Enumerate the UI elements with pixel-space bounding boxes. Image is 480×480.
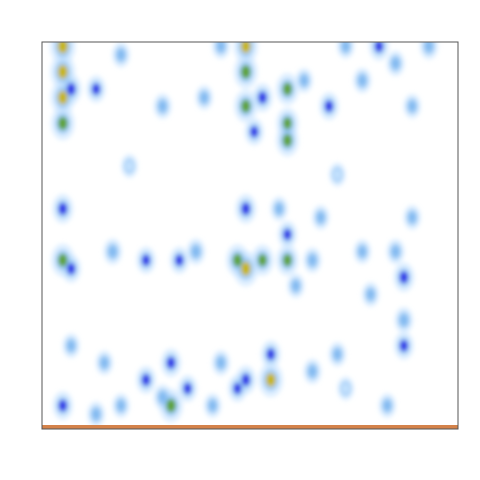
- heatmap-cell: [67, 263, 75, 275]
- heatmap-cell: [400, 315, 408, 326]
- heatmap-cell: [241, 374, 250, 386]
- heatmap-cell: [67, 83, 76, 95]
- heatmap-cell: [117, 49, 125, 60]
- heatmap-cell: [425, 42, 433, 52]
- heatmap-cell: [334, 169, 341, 180]
- heatmap-cell: [58, 116, 68, 130]
- heatmap-cell: [292, 281, 300, 291]
- heatmap-cell: [92, 409, 100, 420]
- heatmap-cell: [67, 340, 75, 351]
- heatmap-cell: [209, 400, 217, 411]
- heatmap-cell: [399, 271, 408, 284]
- heatmap-cell: [58, 253, 68, 267]
- baseline-strip: [42, 425, 458, 429]
- heatmap-cell: [282, 82, 292, 96]
- heatmap-cell: [192, 246, 200, 257]
- heatmap-cell: [383, 400, 391, 411]
- heatmap-cell: [167, 357, 175, 369]
- heatmap-cell: [367, 289, 374, 300]
- heatmap-cell: [142, 254, 150, 266]
- heatmap-cell: [392, 58, 400, 69]
- heatmap-cell: [58, 90, 68, 105]
- heatmap-cell: [250, 126, 258, 138]
- heatmap-cell: [308, 366, 316, 377]
- heatmap-cell: [358, 246, 366, 257]
- heatmap-cell: [392, 246, 400, 257]
- heatmap-cell: [57, 65, 68, 79]
- heatmap-cells: [49, 42, 439, 427]
- heatmap-cell: [217, 357, 225, 368]
- heatmap-cell: [342, 42, 350, 52]
- heatmap-cell: [283, 117, 292, 130]
- heatmap-cell: [57, 42, 68, 54]
- heatmap-cell: [325, 100, 333, 112]
- plot-frame: [41, 41, 459, 430]
- heatmap-cell: [92, 83, 100, 95]
- heatmap-cell: [241, 203, 250, 215]
- heatmap-cell: [334, 349, 341, 360]
- heatmap-cell: [175, 254, 184, 266]
- heatmap-cell: [233, 383, 242, 394]
- heatmap-cell: [240, 261, 251, 276]
- heatmap-cell: [159, 101, 167, 112]
- heatmap-cell: [317, 212, 325, 223]
- heatmap-cell: [375, 42, 383, 52]
- heatmap-cell: [241, 42, 251, 53]
- heatmap-cell: [258, 92, 267, 104]
- heatmap-cell: [109, 246, 117, 257]
- heatmap-cell: [408, 101, 416, 111]
- heatmap-cell: [266, 348, 275, 360]
- heatmap-cell: [142, 374, 150, 386]
- heatmap-cell: [266, 373, 276, 387]
- heatmap-cell: [400, 340, 408, 352]
- heatmap-cell: [58, 203, 67, 215]
- heatmap-cell: [408, 212, 416, 223]
- heatmap-cell: [159, 392, 167, 403]
- heatmap-cell: [233, 253, 242, 267]
- heatmap-cell: [275, 204, 283, 214]
- heatmap-cell: [58, 400, 67, 412]
- heatmap-cell: [258, 254, 267, 267]
- heatmap-cell: [342, 383, 350, 394]
- heatmap-cell: [358, 75, 366, 86]
- heatmap-cell: [241, 65, 251, 79]
- heatmap-cell: [117, 400, 125, 411]
- heatmap-cell: [101, 358, 108, 368]
- heatmap-cell: [126, 161, 133, 171]
- heatmap-cell: [308, 255, 316, 266]
- heatmap-cell: [166, 399, 176, 413]
- heatmap-cell: [200, 92, 208, 103]
- heatmap-cell: [183, 383, 192, 394]
- heatmap-cell: [241, 99, 251, 113]
- heatmap-cell: [283, 254, 292, 267]
- heatmap-cell: [282, 134, 292, 147]
- heatmap-cell: [300, 75, 308, 86]
- heatmap-cell: [283, 229, 292, 240]
- heatmap-cell: [217, 42, 225, 52]
